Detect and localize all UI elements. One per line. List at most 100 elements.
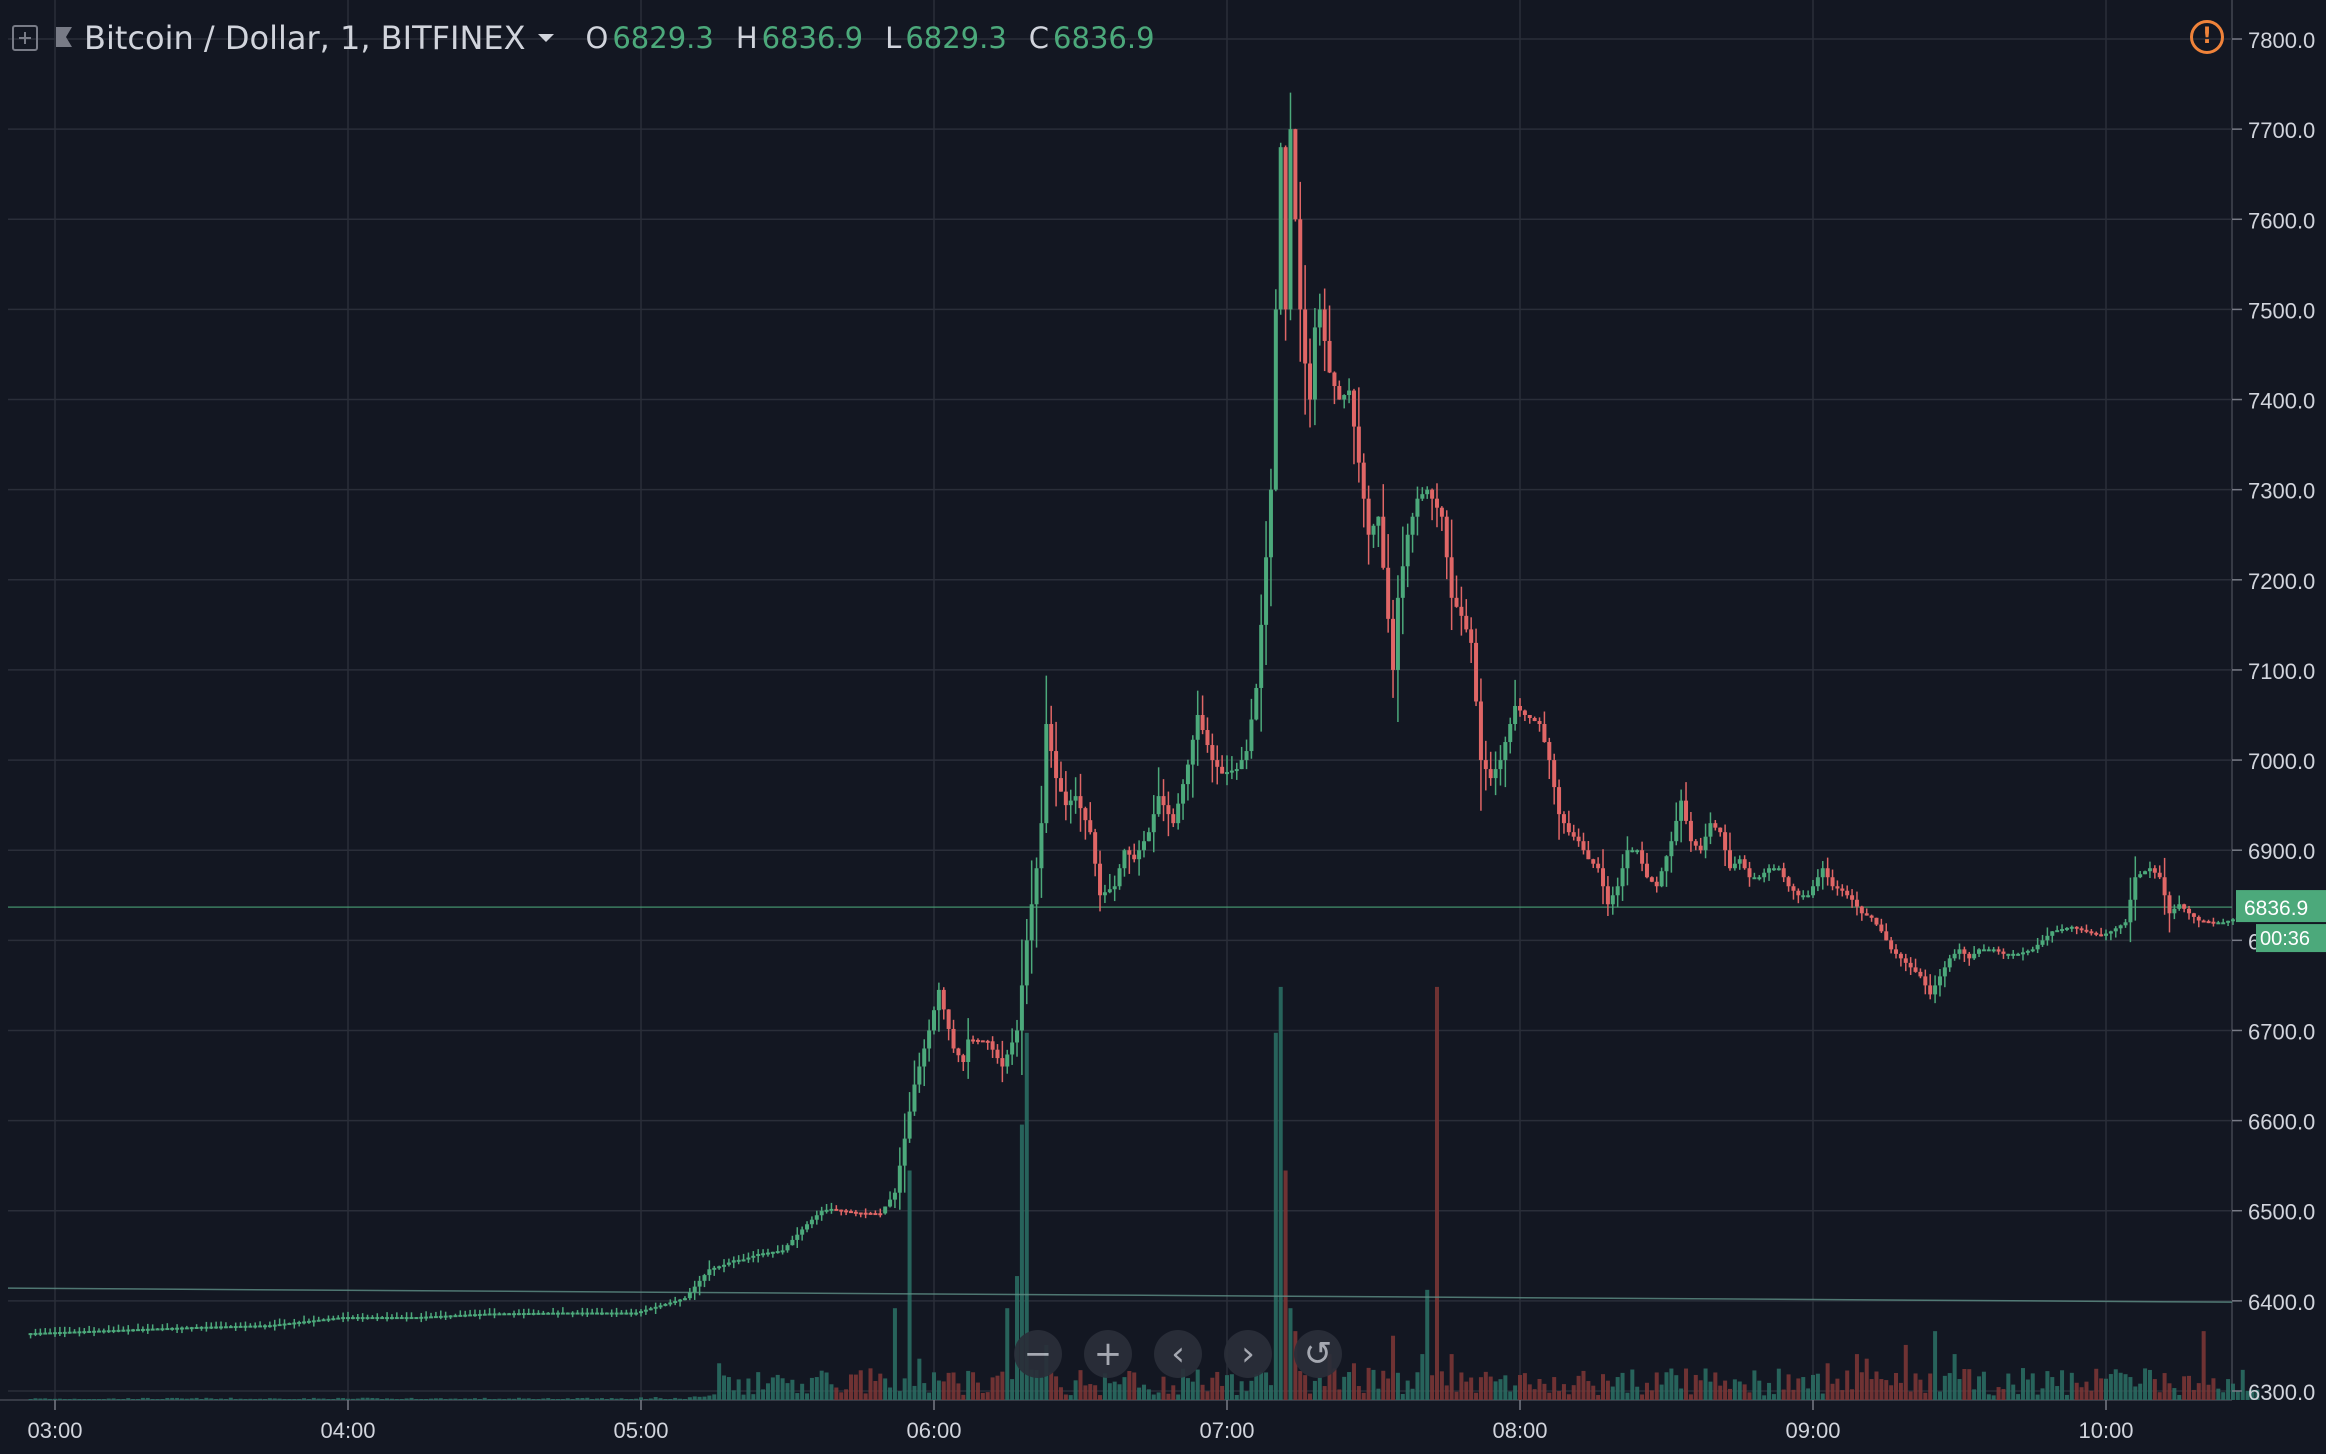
candle-body <box>404 1317 409 1320</box>
candle-body <box>2001 951 2006 954</box>
flag-icon[interactable] <box>54 25 74 51</box>
scroll-right-button[interactable]: › <box>1224 1330 1272 1378</box>
candle-body <box>1508 724 1513 743</box>
candle-body <box>1664 856 1669 872</box>
volume-bar <box>1566 1394 1571 1400</box>
volume-bar <box>1986 1394 1991 1400</box>
volume-bar <box>321 1398 326 1400</box>
volume-bar <box>1425 1289 1430 1400</box>
volume-bar <box>184 1398 189 1400</box>
warning-icon[interactable]: ! <box>2190 20 2224 54</box>
y-tick-label: 6400.0 <box>2248 1290 2315 1315</box>
candle-body <box>1039 823 1044 869</box>
candle-body <box>287 1323 292 1326</box>
volume-bar <box>975 1382 980 1400</box>
volume-bar <box>1493 1381 1498 1400</box>
candle-body <box>868 1212 873 1215</box>
scroll-left-button[interactable]: ‹ <box>1154 1330 1202 1378</box>
candle-body <box>326 1318 331 1321</box>
candle-body <box>1454 597 1459 607</box>
volume-bar <box>1830 1383 1835 1400</box>
candle-body <box>48 1332 53 1335</box>
volume-bar <box>336 1397 341 1400</box>
volume-bar <box>1058 1387 1063 1400</box>
volume-bar <box>2182 1376 2187 1400</box>
candle-body <box>1864 913 1869 916</box>
volume-bar <box>429 1398 434 1400</box>
chevron-down-icon[interactable] <box>537 34 554 42</box>
volume-bar <box>1698 1380 1703 1400</box>
volume-bar <box>1420 1354 1425 1400</box>
volume-bar <box>2084 1381 2089 1400</box>
candle-body <box>585 1312 590 1315</box>
volume-bar <box>1752 1370 1757 1400</box>
candle-body <box>1713 823 1718 828</box>
volume-bar <box>116 1399 121 1400</box>
volume-bar <box>570 1399 575 1400</box>
volume-bar <box>639 1397 643 1400</box>
candle-body <box>1083 808 1088 821</box>
x-tick-label: 03:00 <box>27 1418 82 1443</box>
candle-body <box>1972 953 1977 959</box>
add-symbol-icon[interactable] <box>12 25 38 51</box>
volume-bar <box>619 1398 624 1400</box>
volume-bar <box>2172 1388 2177 1400</box>
candle-body <box>497 1313 502 1316</box>
candle-body <box>907 1111 912 1139</box>
candle-body <box>2167 895 2172 914</box>
candle-body <box>1259 624 1264 688</box>
volume-bar <box>199 1399 204 1400</box>
candle-body <box>1166 805 1171 815</box>
symbol-title[interactable]: Bitcoin / Dollar, 1, BITFINEX <box>84 19 526 57</box>
candle-body <box>790 1239 795 1246</box>
volume-bar <box>165 1397 170 1400</box>
candle-body <box>1264 557 1269 625</box>
candle-body <box>228 1326 233 1329</box>
candle-body <box>1005 1054 1010 1067</box>
candle-body <box>516 1313 521 1316</box>
volume-bar <box>1947 1373 1952 1400</box>
ohlc-low-value: 6829.3 <box>905 21 1007 55</box>
volume-bar <box>179 1398 184 1400</box>
volume-bar <box>1620 1372 1625 1400</box>
volume-bar <box>595 1398 600 1400</box>
candle-body <box>2191 913 2196 917</box>
volume-bar <box>2113 1369 2118 1400</box>
candle-body <box>1591 859 1596 864</box>
volume-bar <box>145 1397 150 1400</box>
candle-body <box>1288 129 1293 310</box>
volume-bar <box>1464 1381 1469 1400</box>
candle-body <box>1493 769 1498 779</box>
zoom-out-button[interactable]: − <box>1014 1330 1062 1378</box>
volume-bar <box>1141 1384 1146 1400</box>
candle-body <box>726 1262 731 1265</box>
candle-body <box>399 1317 404 1320</box>
candle-body <box>2182 904 2187 909</box>
candle-body <box>1850 895 1855 900</box>
candle-body <box>741 1259 746 1262</box>
reset-button[interactable]: ↺ <box>1294 1330 1342 1378</box>
volume-bar <box>1781 1389 1786 1400</box>
volume-bar <box>38 1398 43 1400</box>
volume-bar <box>1312 1380 1317 1400</box>
volume-bar <box>2074 1382 2079 1400</box>
volume-bar <box>1991 1395 1996 1400</box>
volume-bar <box>2226 1379 2231 1400</box>
volume-bar <box>1596 1395 1601 1400</box>
volume-bar <box>1713 1372 1718 1400</box>
candle-body <box>1268 489 1273 558</box>
candle-body <box>429 1316 434 1319</box>
candle-body <box>1312 327 1317 400</box>
zoom-in-button[interactable]: + <box>1084 1330 1132 1378</box>
volume-bar <box>477 1399 482 1400</box>
candle-body <box>927 1030 932 1049</box>
volume-bar <box>1727 1388 1732 1400</box>
volume-bar <box>785 1383 790 1400</box>
volume-bar <box>1552 1377 1557 1400</box>
time-axis[interactable]: 03:00 04:00 05:00 06:00 07:00 08:00 09:00 10:00 <box>27 1400 2134 1443</box>
candle-body <box>2016 953 2021 956</box>
candle-body <box>619 1312 624 1315</box>
candle-body <box>136 1329 141 1332</box>
volume-bar <box>1889 1385 1894 1400</box>
